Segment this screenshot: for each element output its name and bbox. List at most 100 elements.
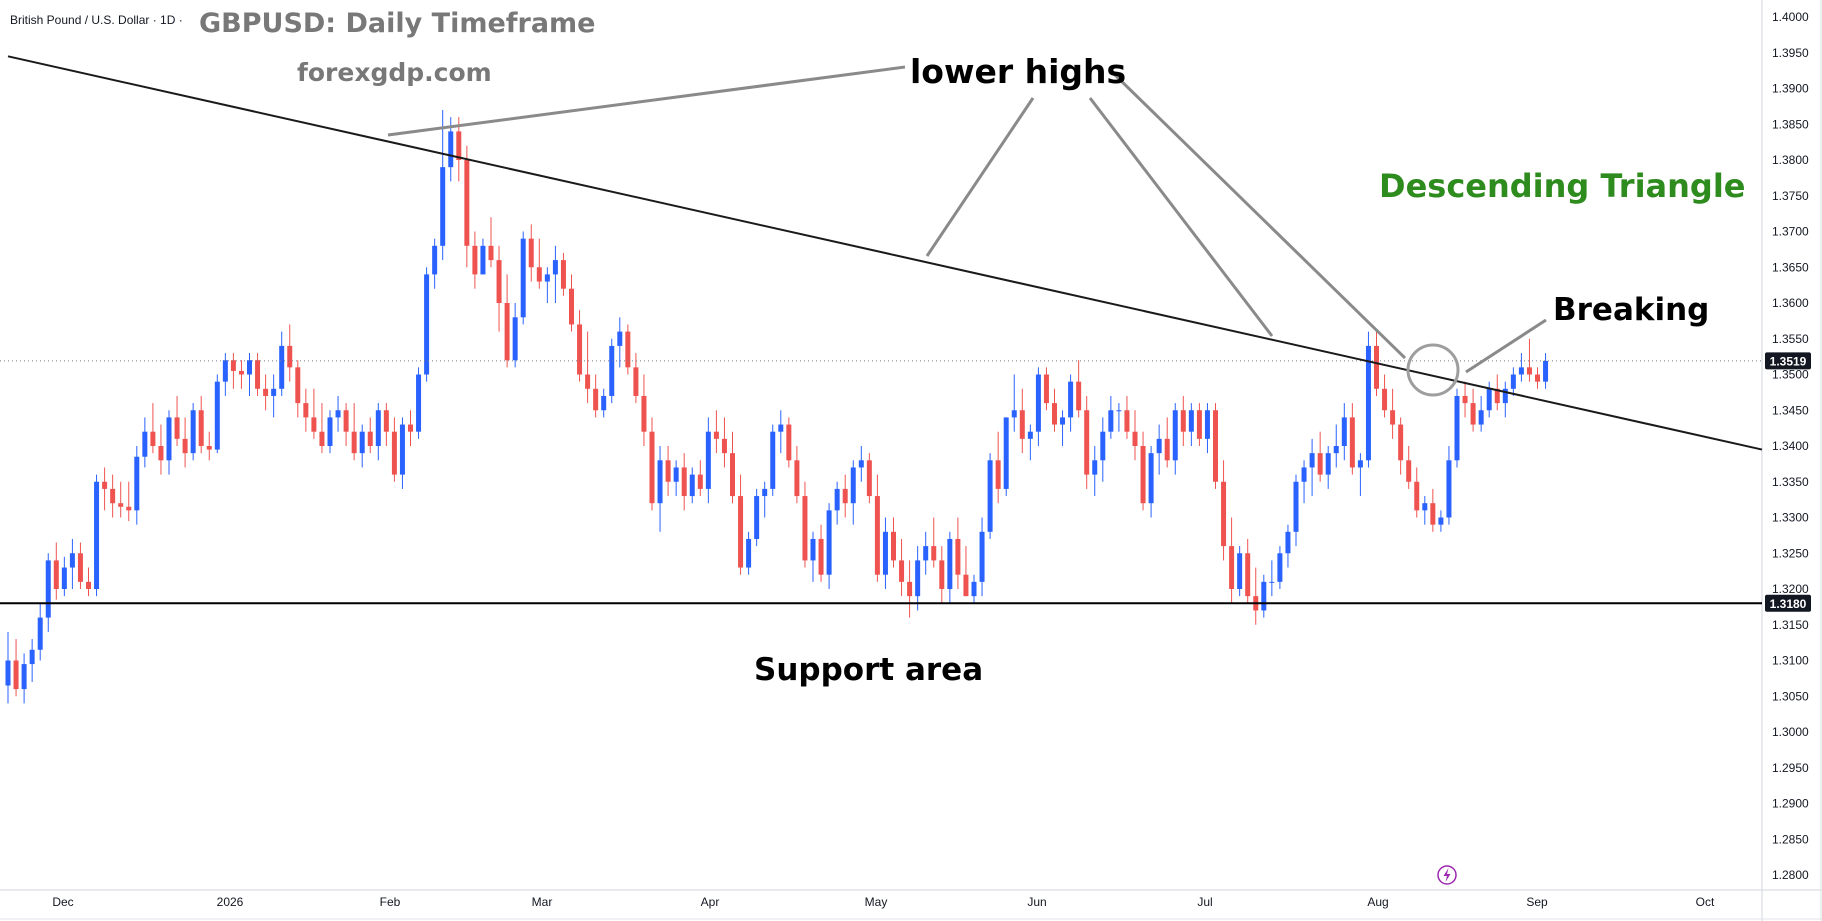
candle (1357, 453, 1363, 497)
price-tick-label: 1.2800 (1772, 868, 1809, 882)
candle-body (1543, 360, 1549, 382)
candle-body (198, 410, 204, 446)
candle (383, 403, 389, 446)
candle-body (657, 460, 663, 504)
candle-body (1188, 410, 1194, 432)
candle (255, 353, 261, 396)
candle-body (1092, 460, 1098, 475)
candle-body (939, 560, 945, 589)
candle-body (1301, 467, 1307, 482)
candle-body (1019, 410, 1025, 439)
candle (987, 453, 993, 539)
candle-body (834, 488, 840, 511)
candle-body (665, 460, 671, 482)
candle-body (472, 245, 478, 275)
current-price-label: 1.3519 (1770, 354, 1807, 368)
candle (359, 424, 365, 468)
time-tick-label: Jun (1027, 895, 1046, 909)
price-tick-label: 1.3500 (1772, 368, 1809, 382)
price-tick-label: 1.3850 (1772, 117, 1809, 131)
candle (641, 374, 647, 446)
candle-body (794, 460, 800, 497)
candle-body (206, 446, 212, 450)
candle (923, 531, 929, 575)
candle-body (1333, 446, 1339, 454)
candle-body (1414, 481, 1420, 511)
candle-body (69, 553, 75, 568)
candle (1293, 474, 1299, 547)
time-tick-label: Sep (1526, 895, 1548, 909)
candle-body (1510, 374, 1516, 389)
price-tick-label: 1.3000 (1772, 725, 1809, 739)
candle (1277, 546, 1283, 589)
candle (826, 503, 832, 589)
candle-body (118, 503, 124, 507)
candle (1060, 410, 1066, 446)
candle (754, 488, 760, 547)
candle (1019, 388, 1025, 454)
candle-body (255, 360, 261, 389)
candle-body (617, 331, 623, 346)
candle (786, 417, 792, 468)
time-axis[interactable]: Dec 2026 Feb Mar Apr May Jun Jul Aug Sep Oct (52, 895, 1715, 909)
candle (110, 474, 116, 518)
candle (61, 556, 67, 597)
chart-title: GBPUSD: Daily Timeframe (199, 8, 596, 39)
candle (45, 553, 51, 632)
candle-body (585, 374, 591, 389)
candle (504, 274, 510, 368)
candle (287, 324, 293, 382)
candle (424, 267, 430, 382)
candle-body (512, 317, 518, 361)
price-tick-label: 1.3250 (1772, 546, 1809, 560)
candle (13, 639, 19, 697)
candle (512, 303, 518, 368)
candle (882, 517, 888, 589)
candle (416, 367, 422, 439)
time-tick-label: Dec (52, 895, 73, 909)
candle (335, 395, 341, 432)
candle-body (915, 560, 921, 597)
candle (408, 410, 413, 446)
lightning-icon[interactable] (1437, 865, 1457, 885)
price-axis[interactable]: 1.4000 1.3950 1.3900 1.3850 1.3800 1.3750 1.37… (1772, 10, 1809, 882)
candle (271, 374, 277, 418)
candle-body (1116, 410, 1122, 412)
symbol-line[interactable]: British Pound / U.S. Dollar · 1D · (10, 13, 183, 27)
candle-body (375, 410, 381, 446)
candle-body (1140, 446, 1146, 504)
candle-body (721, 438, 727, 454)
candle-body (1156, 438, 1162, 454)
candle (1027, 424, 1033, 461)
candle-body (899, 560, 905, 582)
time-tick-label: Oct (1696, 895, 1715, 909)
candle-body (891, 531, 896, 561)
candle-body (1172, 410, 1178, 461)
candle-body (13, 660, 19, 690)
candle (730, 431, 735, 504)
candle (1454, 388, 1460, 468)
candle-body (697, 474, 703, 489)
candle (1502, 381, 1508, 418)
candle-body (1124, 410, 1130, 432)
candle-body (633, 367, 639, 396)
candle-body (1132, 431, 1138, 446)
candle (834, 481, 840, 525)
price-tick-label: 1.3900 (1772, 82, 1809, 96)
candle-body (947, 538, 953, 589)
descending-trendline[interactable] (7, 55, 1763, 451)
candle-body (150, 431, 156, 446)
candle-body (1068, 381, 1074, 418)
candle (238, 360, 244, 389)
candle (53, 542, 59, 600)
candle (432, 238, 438, 289)
candle-body (110, 488, 116, 504)
candle-body (351, 431, 357, 454)
candle-body (383, 410, 389, 432)
candle-body (416, 374, 422, 432)
candle-body (440, 167, 446, 246)
candle-body (21, 664, 27, 690)
candle (1148, 446, 1154, 518)
